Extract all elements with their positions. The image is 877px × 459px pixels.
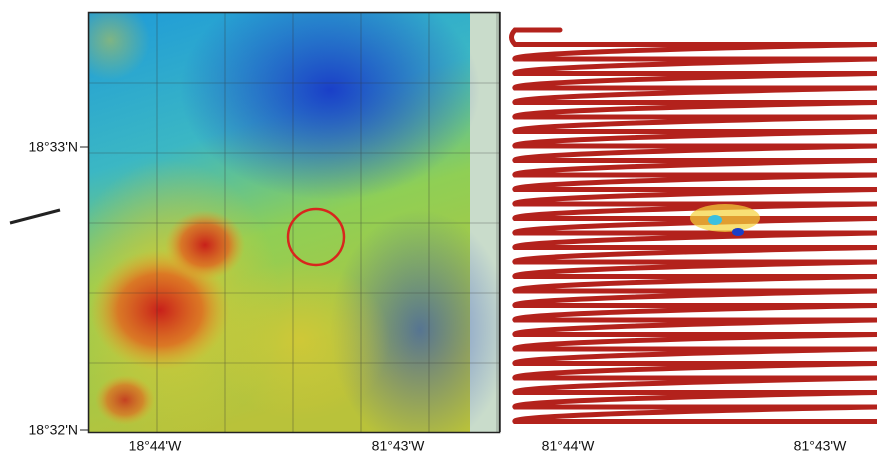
anomaly-low [732,228,744,236]
lon-label: 81°43'W [794,438,847,454]
lat-label: 18°33'N [28,139,78,155]
lon-label: 81°44'W [542,438,595,454]
track-line [512,30,877,422]
pointer-line [10,210,60,223]
anomaly [690,204,760,232]
lon-label: 18°44'W [129,438,182,454]
anomaly-low [708,215,722,225]
bathymetry-map [60,0,510,450]
lon-label: 81°43'W [372,438,425,454]
survey-tracks [512,30,877,422]
figure: 18°33'N 18°32'N 18°44'W 81°43'W 81°44'W … [0,0,877,459]
lat-label: 18°32'N [28,422,78,438]
